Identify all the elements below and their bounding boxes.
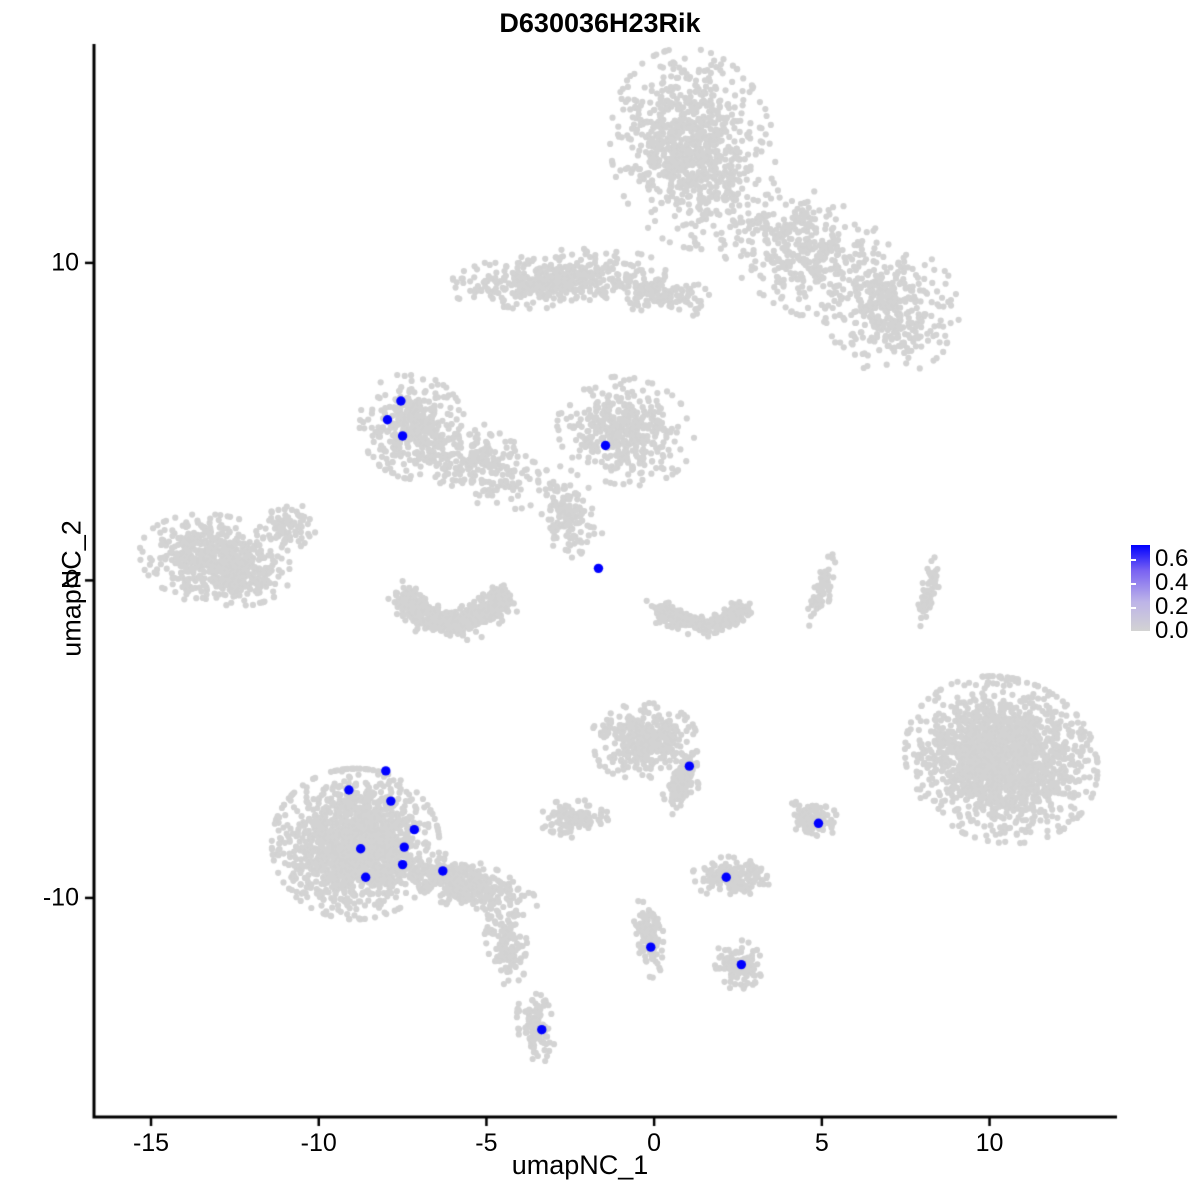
legend-tick: [1131, 583, 1136, 586]
legend-label: 0.6: [1155, 545, 1189, 573]
x-axis-title: umapNC_1: [511, 1150, 649, 1180]
x-tick-label: -15: [132, 1129, 170, 1157]
legend-tick: [1131, 559, 1136, 562]
y-tick-label: 0: [65, 565, 79, 594]
legend-tick: [1131, 607, 1136, 610]
legend-label: 0.2: [1155, 593, 1189, 621]
legend-tick: [1131, 631, 1136, 633]
legend-label: 0.4: [1155, 569, 1189, 597]
legend-label: 0.0: [1155, 617, 1189, 644]
x-tick-label: 5: [814, 1129, 829, 1157]
y-tick-label: -10: [42, 883, 79, 912]
x-tick-label: 0: [647, 1129, 662, 1157]
x-tick-label: -10: [300, 1129, 337, 1157]
legend-colorbar: [1131, 545, 1150, 631]
y-tick-label: 10: [51, 248, 79, 277]
x-tick-label: -5: [475, 1129, 498, 1157]
x-tick-label: 10: [975, 1129, 1004, 1157]
